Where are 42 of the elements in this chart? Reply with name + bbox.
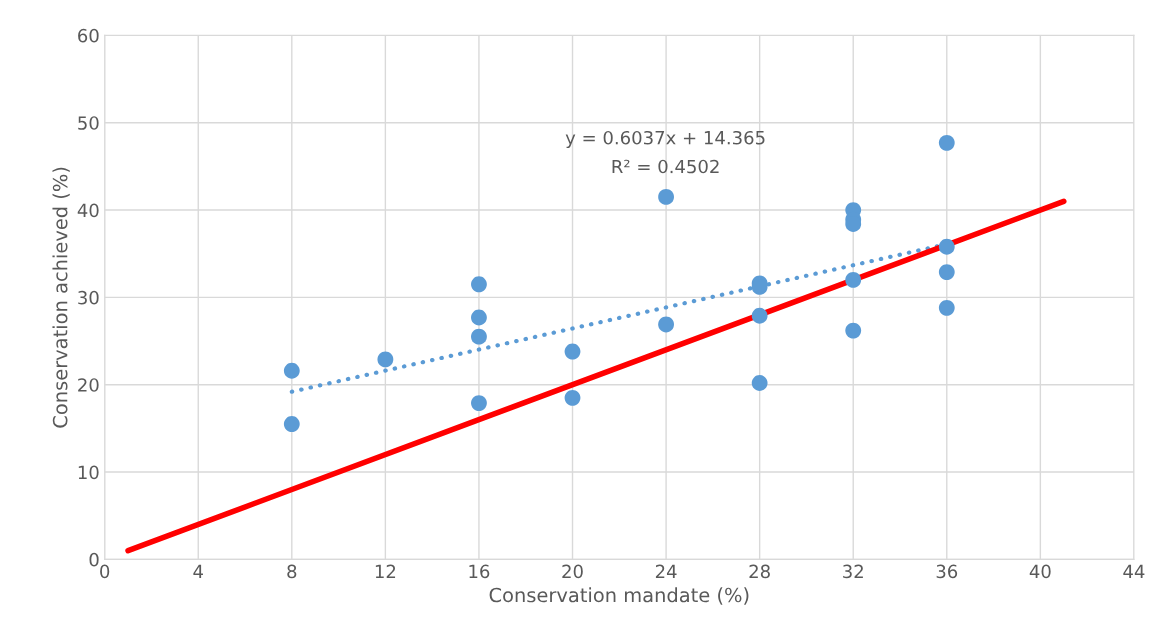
point (938, 299, 955, 316)
point (751, 307, 768, 324)
x-tick-label: 28 (749, 564, 770, 579)
x-tick-label: 12 (375, 564, 396, 578)
annotation: y = 0.6037x + 14.365 (565, 130, 765, 149)
x-tick-label: 16 (469, 564, 490, 579)
y-tick-label: 30 (78, 290, 99, 305)
y-tick-label: 60 (78, 28, 99, 43)
x-tick-label: 0 (100, 564, 110, 579)
x-tick-label: 4 (193, 564, 203, 578)
annotation: R² = 0.4502 (612, 159, 719, 174)
point (938, 134, 955, 151)
point (751, 375, 768, 391)
x-tick-label: 24 (655, 564, 677, 578)
point (658, 316, 674, 333)
y-tick-label: 40 (77, 203, 99, 218)
point (471, 395, 487, 411)
x-axis-title: Conservation mandate (%) (489, 587, 749, 605)
point (845, 322, 862, 339)
point (658, 189, 674, 205)
x-tick-label: 40 (1029, 564, 1051, 579)
x-tick-label: 44 (1123, 564, 1145, 578)
point (471, 309, 487, 326)
x-tick-label: 8 (287, 564, 297, 579)
y-tick-label: 20 (78, 378, 99, 392)
x-tick-label: 32 (843, 564, 863, 579)
point (564, 389, 581, 406)
point (283, 362, 300, 379)
point (283, 416, 300, 432)
point (471, 276, 487, 293)
point (938, 238, 955, 255)
point (938, 264, 955, 280)
x-tick-label: 36 (936, 564, 958, 579)
point (377, 351, 394, 368)
y-tick-label: 10 (78, 465, 99, 480)
x-tick-label: 20 (562, 564, 583, 579)
y-tick-label: 50 (78, 116, 99, 130)
y-axis-title: Conservation achieved (%) (52, 167, 70, 428)
point (845, 272, 862, 288)
point (471, 328, 487, 345)
point (564, 343, 581, 360)
y-tick-label: 0 (89, 552, 99, 567)
